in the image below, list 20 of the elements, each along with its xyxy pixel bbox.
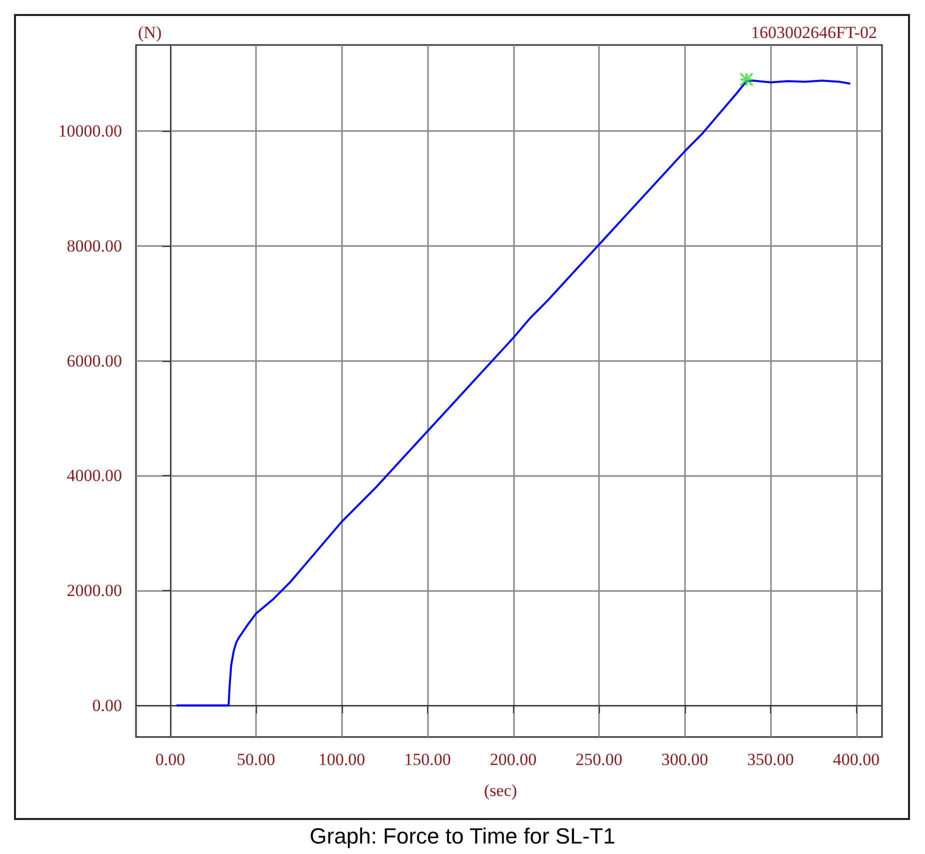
line-series (176, 80, 850, 706)
y-tick-label: 8000.00 (66, 236, 122, 256)
x-tick-label: 250.00 (576, 750, 622, 769)
x-tick-label: 100.00 (318, 750, 366, 769)
x-axis-title: (sec) (484, 781, 518, 800)
text: 1603002646FT-02 (751, 23, 878, 42)
y-tick-label: 6000.00 (66, 351, 122, 370)
y-tick-label: 10000.00 (58, 122, 122, 141)
x-tick-label: 350.00 (747, 750, 794, 769)
x-tick-label: 150.00 (404, 750, 451, 769)
y-tick-label: 2000.00 (66, 581, 122, 600)
x-tick-label: 200.00 (490, 750, 537, 769)
x-tick-label: 400.00 (832, 750, 880, 769)
x-tick-label: 300.00 (661, 750, 708, 769)
y-axis-title: (N) (138, 23, 162, 42)
y-tick-label: 0.00 (92, 696, 122, 715)
x-tick-label: 50.00 (236, 750, 276, 769)
y-tick-label: 4000.00 (66, 466, 122, 486)
x-tick-label: 0.00 (155, 750, 186, 769)
text: Graph: Force to Time for SL-T1 (310, 824, 616, 848)
